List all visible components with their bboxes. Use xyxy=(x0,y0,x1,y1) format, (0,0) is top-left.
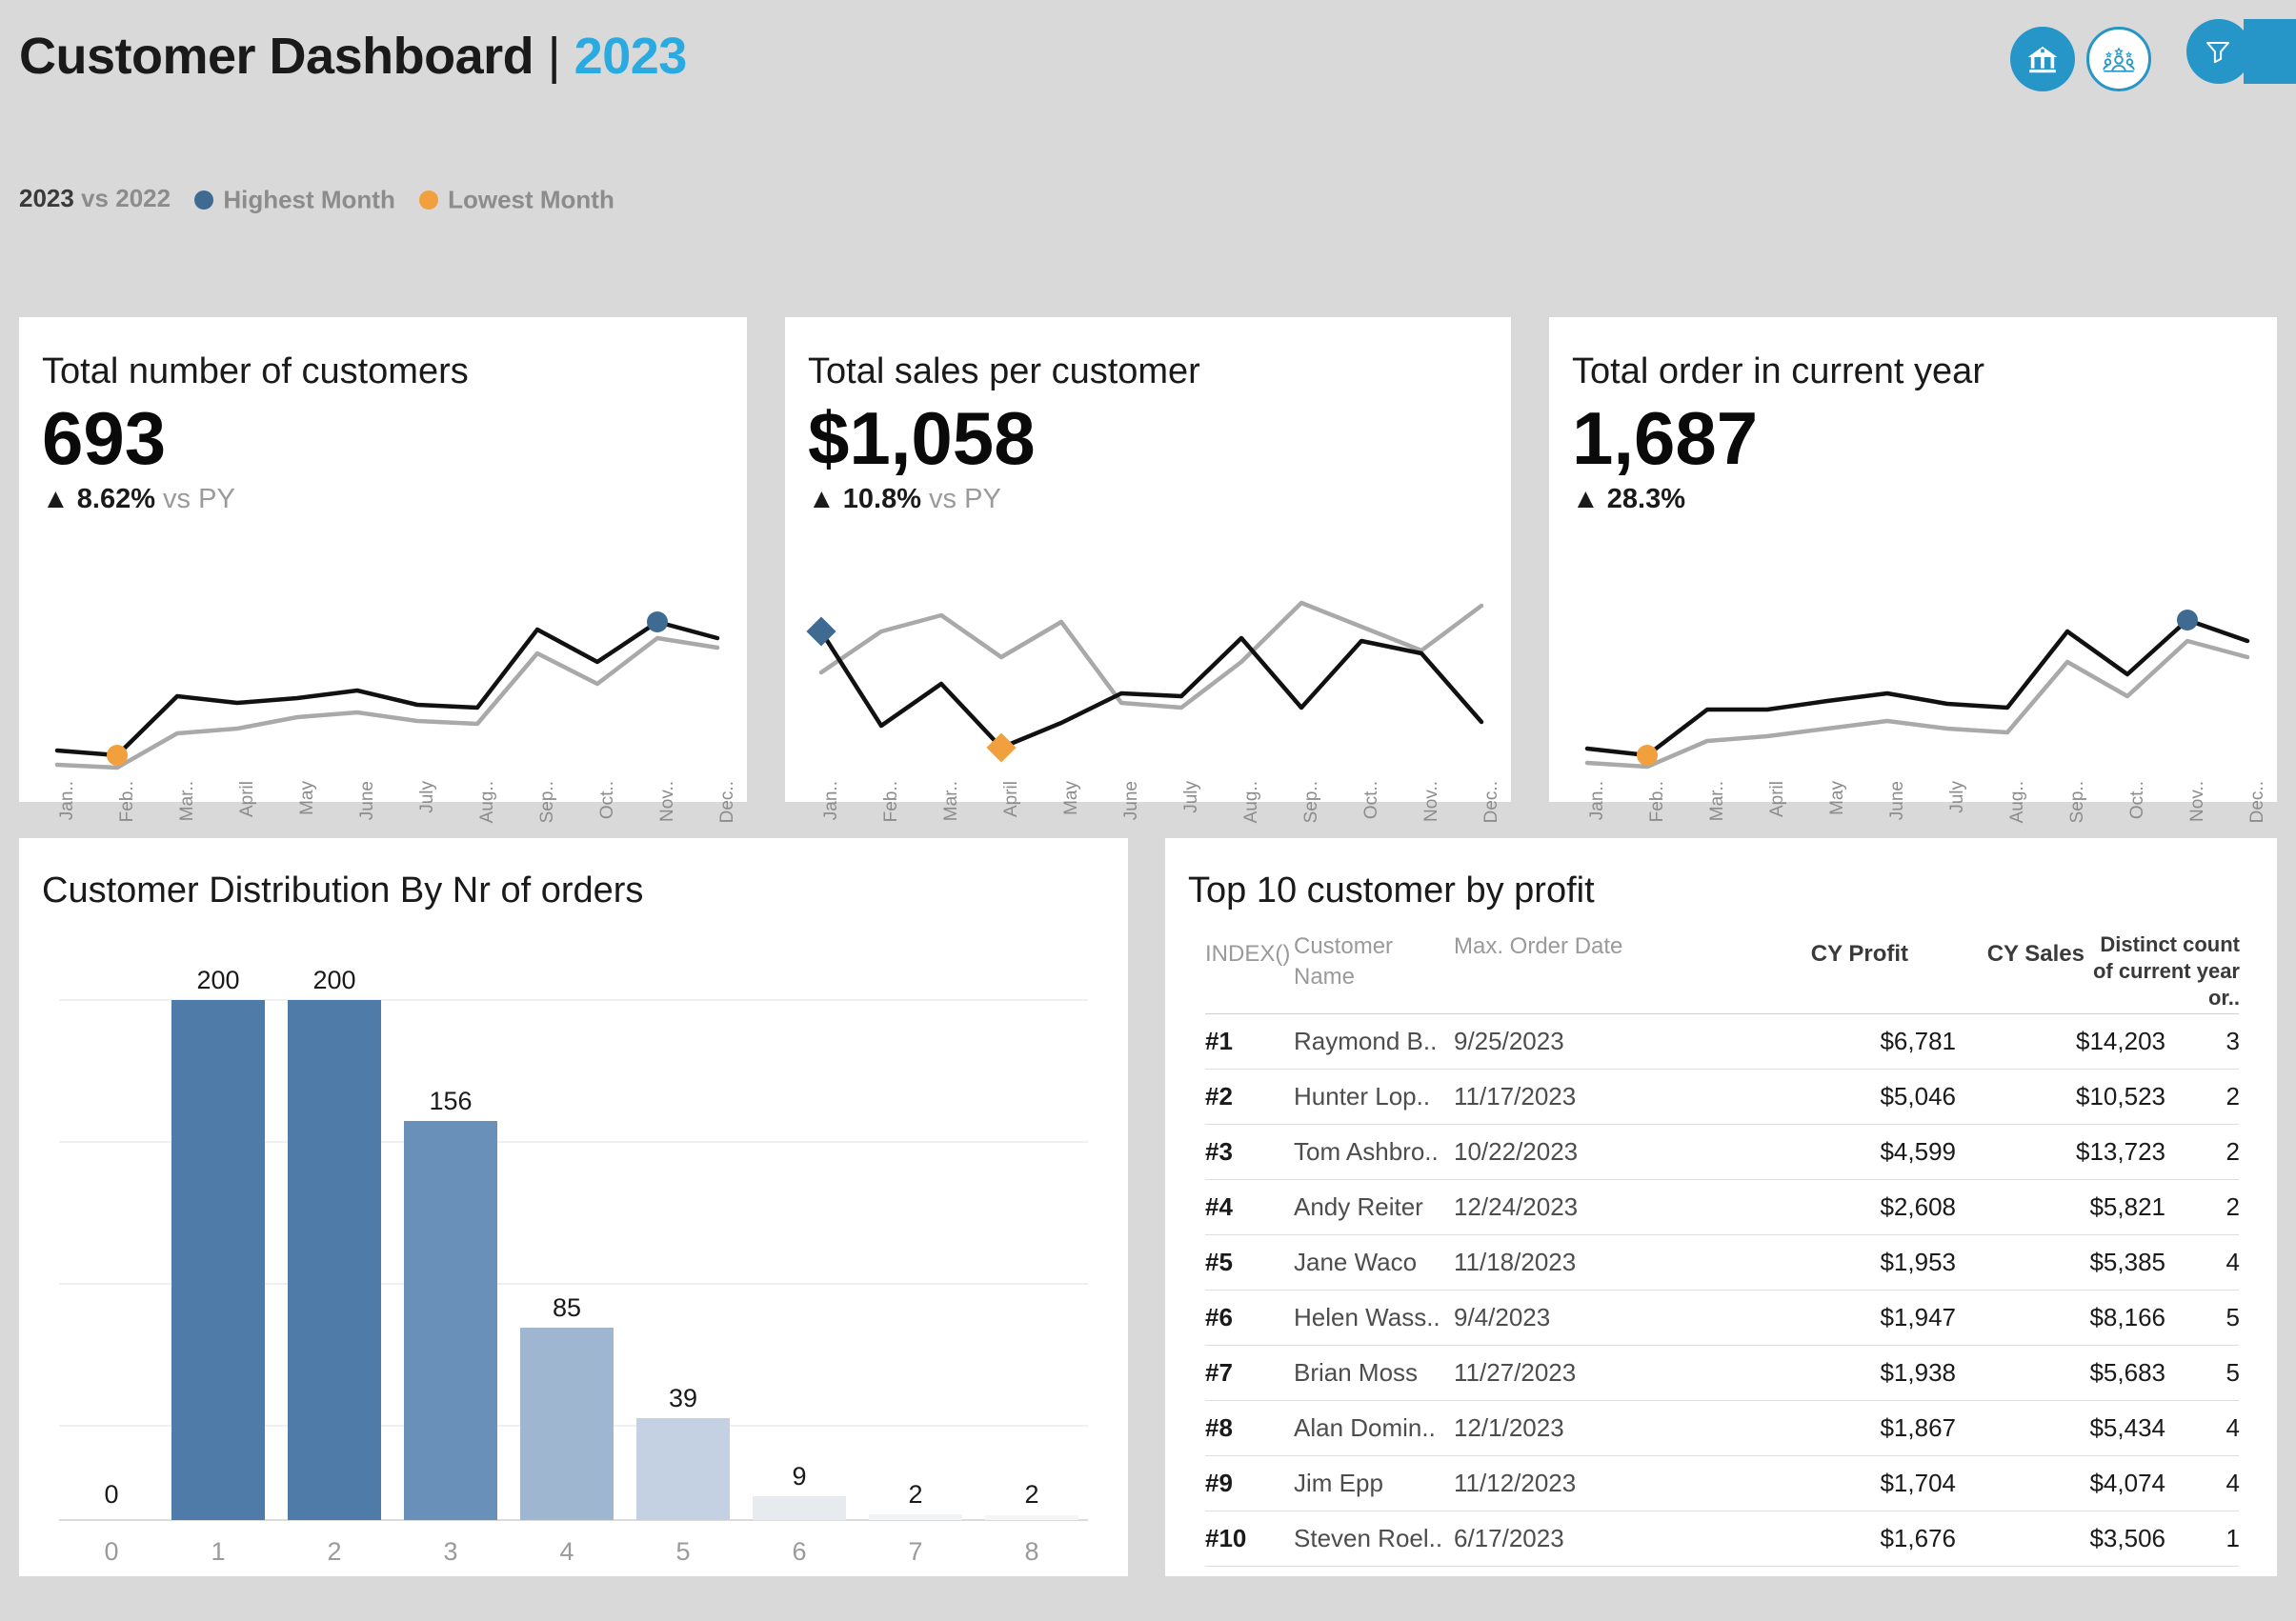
svg-text:2: 2 xyxy=(1024,1480,1038,1509)
svg-text:0: 0 xyxy=(104,1537,118,1566)
svg-text:1: 1 xyxy=(211,1537,225,1566)
svg-text:8: 8 xyxy=(1024,1537,1038,1566)
svg-text:5: 5 xyxy=(675,1537,690,1566)
svg-text:85: 85 xyxy=(553,1293,581,1322)
svg-text:4: 4 xyxy=(559,1537,574,1566)
svg-text:39: 39 xyxy=(669,1384,697,1412)
svg-text:6: 6 xyxy=(792,1537,806,1566)
svg-text:200: 200 xyxy=(196,966,239,994)
svg-text:3: 3 xyxy=(443,1537,457,1566)
svg-text:7: 7 xyxy=(908,1537,922,1566)
svg-text:9: 9 xyxy=(792,1462,806,1491)
svg-text:0: 0 xyxy=(104,1480,118,1509)
svg-text:156: 156 xyxy=(429,1087,472,1115)
svg-text:2: 2 xyxy=(908,1480,922,1509)
svg-text:200: 200 xyxy=(312,966,355,994)
svg-text:2: 2 xyxy=(327,1537,341,1566)
